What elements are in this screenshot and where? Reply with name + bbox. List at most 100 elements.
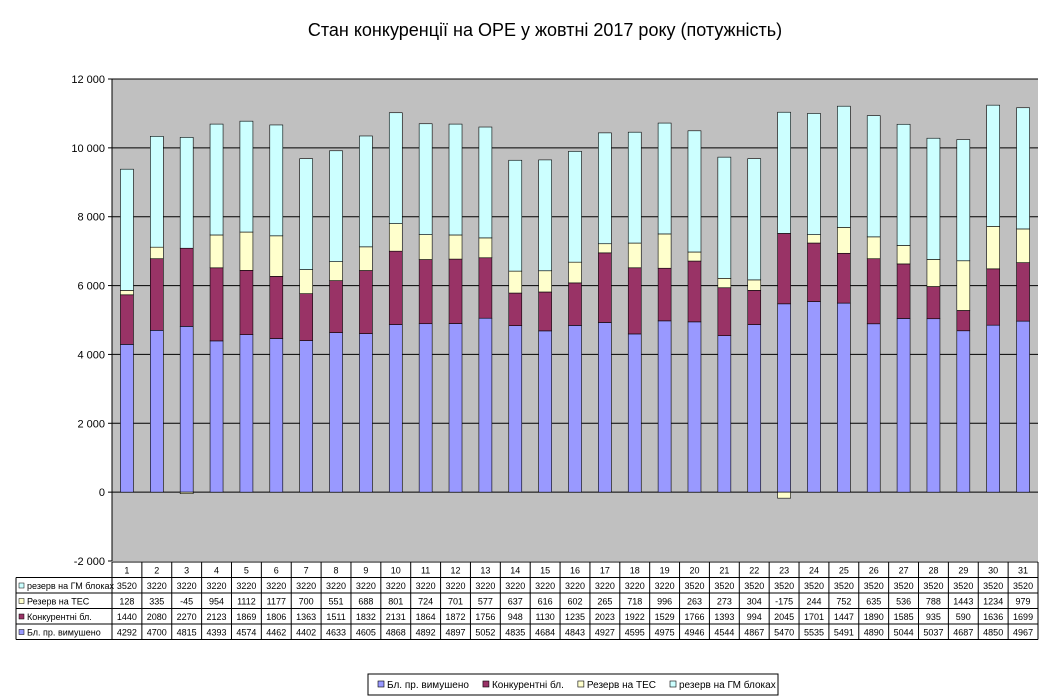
bar-segment <box>1016 262 1030 322</box>
data-label: 2023 <box>595 612 615 622</box>
bar-segment <box>717 287 732 336</box>
data-label: 1393 <box>714 612 734 622</box>
data-label: 4292 <box>117 628 137 638</box>
data-label: 4892 <box>416 628 436 638</box>
y-tick-label: 6 000 <box>77 281 105 293</box>
table-row-label: Резерв на ТЕС <box>27 597 90 607</box>
data-label: 2045 <box>774 612 794 622</box>
table-row-key <box>18 629 25 635</box>
data-label: 3520 <box>864 581 884 591</box>
data-label: 4868 <box>386 628 406 638</box>
data-label: 3220 <box>565 581 585 591</box>
bar-segment <box>747 290 762 325</box>
bar-segment <box>568 151 582 263</box>
x-tick-label: 8 <box>334 566 339 576</box>
bar-segment <box>926 286 941 320</box>
bar-segment <box>1016 320 1030 493</box>
bar-segment <box>568 261 582 284</box>
bar-segment <box>150 258 164 331</box>
bar-segment <box>359 333 373 493</box>
bar-segment <box>657 267 672 322</box>
data-label: 3220 <box>625 581 645 591</box>
data-label: 1235 <box>565 612 585 622</box>
data-label: 3220 <box>416 581 436 591</box>
x-tick-label: 6 <box>274 566 279 576</box>
legend: Бл. пр. вимушено Конкурентні бл. Резерв на… <box>367 673 779 696</box>
data-label: 996 <box>657 597 672 607</box>
x-tick-label: 13 <box>480 566 490 576</box>
legend-entry: Конкурентні бл. <box>492 679 564 691</box>
data-label: 1766 <box>684 612 704 622</box>
data-label: 3220 <box>326 581 346 591</box>
x-tick-label: 17 <box>600 566 610 576</box>
y-tick-label: 12 000 <box>71 74 105 86</box>
bar-segment <box>986 226 1000 270</box>
data-label: 3220 <box>446 581 466 591</box>
x-tick-label: 5 <box>244 566 249 576</box>
data-label: 335 <box>149 597 164 607</box>
data-label: 1112 <box>237 597 256 607</box>
data-label: 602 <box>567 597 582 607</box>
bar-segment <box>956 310 971 332</box>
data-label: 4850 <box>983 628 1003 638</box>
data-label: 4897 <box>446 628 466 638</box>
data-label: 4967 <box>1013 628 1033 638</box>
x-tick-label: 2 <box>154 566 159 576</box>
data-label: 3520 <box>684 581 704 591</box>
data-label: 577 <box>478 597 493 607</box>
data-label: 1806 <box>266 612 286 622</box>
data-label: 2080 <box>147 612 167 622</box>
chart-title: Стан конкуренції на ОРЕ у жовтні 2017 ро… <box>308 20 782 40</box>
data-label: 4393 <box>207 628 227 638</box>
data-label: 3220 <box>147 581 167 591</box>
x-tick-label: 9 <box>363 566 368 576</box>
data-label: 1756 <box>475 612 495 622</box>
x-tick-label: 24 <box>809 566 819 576</box>
bar-segment <box>388 324 403 493</box>
bar-segment <box>269 276 284 339</box>
data-label: 4595 <box>625 628 645 638</box>
bar-segment <box>209 234 224 269</box>
data-label: 616 <box>538 597 553 607</box>
bar-segment <box>807 113 821 235</box>
x-tick-label: 21 <box>719 566 729 576</box>
x-tick-label: 23 <box>779 566 789 576</box>
data-label: 263 <box>687 597 702 607</box>
data-label: 3520 <box>953 581 973 591</box>
bar-segment <box>478 257 493 319</box>
table-row-key <box>18 582 25 589</box>
x-tick-label: 29 <box>958 566 968 576</box>
data-label: 2270 <box>177 612 197 622</box>
bar-segment <box>359 270 373 334</box>
bar-segment <box>657 233 672 269</box>
bar-segment <box>508 292 523 326</box>
data-label: 979 <box>1016 597 1031 607</box>
bar-segment <box>478 317 493 493</box>
data-label: 4605 <box>356 628 376 638</box>
bar-segment <box>299 293 313 341</box>
bar-segment <box>448 123 463 236</box>
bar-segment <box>120 290 134 296</box>
data-label: 5037 <box>923 628 943 638</box>
bar-segment <box>896 318 911 493</box>
data-label: 3520 <box>714 581 734 591</box>
data-label: 994 <box>747 612 762 622</box>
data-label: 724 <box>418 597 433 607</box>
bar-segment <box>508 325 523 493</box>
bar-segment <box>926 318 941 493</box>
data-label: 1130 <box>535 612 554 622</box>
data-label: 1872 <box>446 612 466 622</box>
data-label: 1529 <box>655 612 675 622</box>
data-label: 128 <box>119 597 134 607</box>
x-tick-label: 20 <box>689 566 699 576</box>
y-tick-label: -2 000 <box>74 556 105 568</box>
data-label: 1890 <box>864 612 884 622</box>
data-label: 3520 <box>1013 581 1033 591</box>
bar-segment <box>986 324 1000 493</box>
data-label: 1922 <box>625 612 645 622</box>
y-axis: -2 000 0 2 000 4 000 6 000 8 000 10 000 12 000 <box>71 74 113 568</box>
x-tick-label: 3 <box>184 566 189 576</box>
data-label: 701 <box>448 597 463 607</box>
data-label: 3220 <box>356 581 376 591</box>
data-label: 637 <box>508 597 523 607</box>
